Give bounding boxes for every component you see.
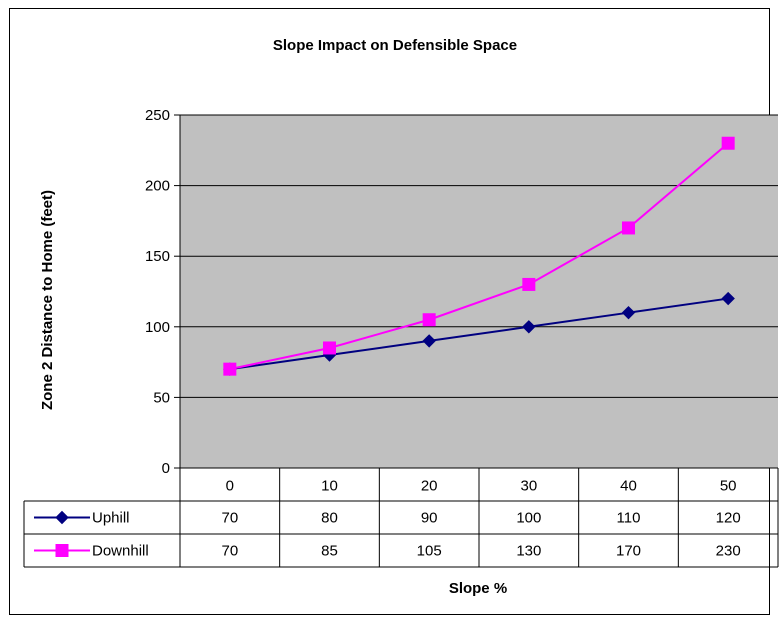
chart-title: Slope Impact on Defensible Space bbox=[273, 37, 517, 54]
y-axis-title: Zone 2 Distance to Home (feet) bbox=[39, 190, 56, 410]
x-category-label: 50 bbox=[720, 478, 737, 495]
data-table-value-uphill: 110 bbox=[617, 510, 641, 527]
data-point-uphill bbox=[522, 320, 536, 334]
x-category-label: 40 bbox=[620, 478, 637, 495]
y-tick-label: 50 bbox=[153, 389, 170, 406]
data-point-uphill bbox=[621, 305, 636, 320]
data-point-downhill bbox=[323, 341, 336, 355]
data-point-downhill bbox=[622, 221, 635, 235]
data-table-value-uphill: 100 bbox=[516, 510, 541, 527]
data-point-uphill bbox=[721, 291, 735, 306]
legend-label-uphill: Uphill bbox=[92, 510, 130, 527]
x-category-label: 0 bbox=[226, 478, 234, 495]
legend-label-downhill: Downhill bbox=[92, 543, 149, 560]
data-table-value-uphill: 90 bbox=[421, 510, 438, 527]
series-line-uphill bbox=[229, 297, 729, 371]
plot-area: 0 50 100 150 200 250 bbox=[145, 107, 778, 477]
data-table-value-uphill: 80 bbox=[321, 510, 338, 527]
data-table-value-downhill: 70 bbox=[221, 543, 238, 560]
y-tick-label: 150 bbox=[145, 248, 170, 265]
data-table-value-uphill: 120 bbox=[716, 510, 741, 527]
data-table: 0 10 20 30 40 50 Uphill 70 80 90 100 110 120 Downhill… bbox=[23, 467, 779, 568]
data-table-value-downhill: 230 bbox=[716, 543, 741, 560]
data-point-uphill bbox=[422, 334, 436, 348]
y-tick-label: 250 bbox=[145, 107, 170, 124]
x-category-label: 20 bbox=[421, 478, 438, 495]
y-tick-label: 0 bbox=[162, 460, 170, 477]
data-point-downhill bbox=[721, 136, 735, 150]
legend-marker-uphill bbox=[55, 510, 69, 525]
y-tick-label: 200 bbox=[145, 178, 170, 195]
x-category-label: 30 bbox=[520, 478, 537, 495]
data-table-value-uphill: 70 bbox=[221, 510, 238, 527]
data-table-value-downhill: 170 bbox=[616, 543, 641, 560]
data-point-downhill bbox=[522, 277, 536, 291]
x-category-label: 10 bbox=[321, 478, 338, 495]
data-table-value-downhill: 85 bbox=[321, 543, 338, 560]
data-table-value-downhill: 105 bbox=[417, 543, 442, 560]
series-line-downhill bbox=[229, 142, 729, 371]
legend-marker-downhill bbox=[55, 544, 69, 557]
data-table-value-downhill: 130 bbox=[516, 543, 541, 560]
x-axis-title: Slope % bbox=[449, 580, 507, 597]
data-point-downhill bbox=[422, 313, 436, 327]
plot-background bbox=[180, 115, 778, 468]
data-point-downhill bbox=[223, 362, 237, 376]
y-tick-label: 100 bbox=[145, 319, 170, 336]
